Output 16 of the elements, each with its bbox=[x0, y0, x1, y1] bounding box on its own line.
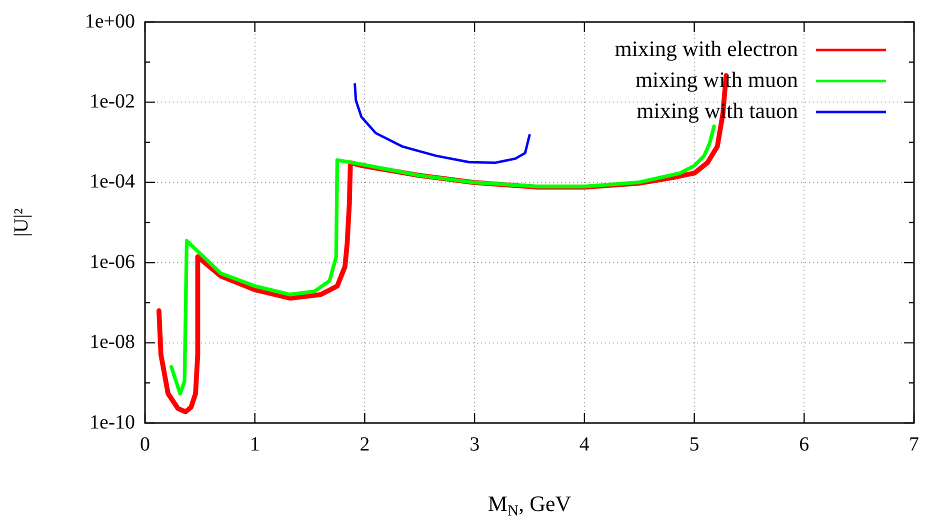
x-tick-label: 5 bbox=[689, 433, 700, 456]
x-tick-label: 2 bbox=[360, 433, 370, 456]
y-tick-label: 1e-06 bbox=[89, 250, 135, 273]
x-tick-label: 4 bbox=[579, 433, 590, 456]
legend-label: mixing with electron bbox=[614, 36, 798, 61]
x-tick-label: 6 bbox=[799, 433, 810, 456]
y-tick-label: 1e+00 bbox=[84, 10, 135, 32]
x-tick-label: 7 bbox=[909, 433, 919, 456]
x-tick-label: 3 bbox=[470, 433, 480, 456]
y-axis-title: |U|² bbox=[10, 208, 32, 237]
x-tick-label: 0 bbox=[140, 433, 150, 456]
y-tick-label: 1e-04 bbox=[89, 170, 135, 193]
x-tick-label: 1 bbox=[250, 433, 260, 456]
y-tick-label: 1e-08 bbox=[89, 331, 135, 354]
y-tick-label: 1e-02 bbox=[89, 90, 135, 112]
y-tick-label: 1e-10 bbox=[89, 411, 135, 434]
